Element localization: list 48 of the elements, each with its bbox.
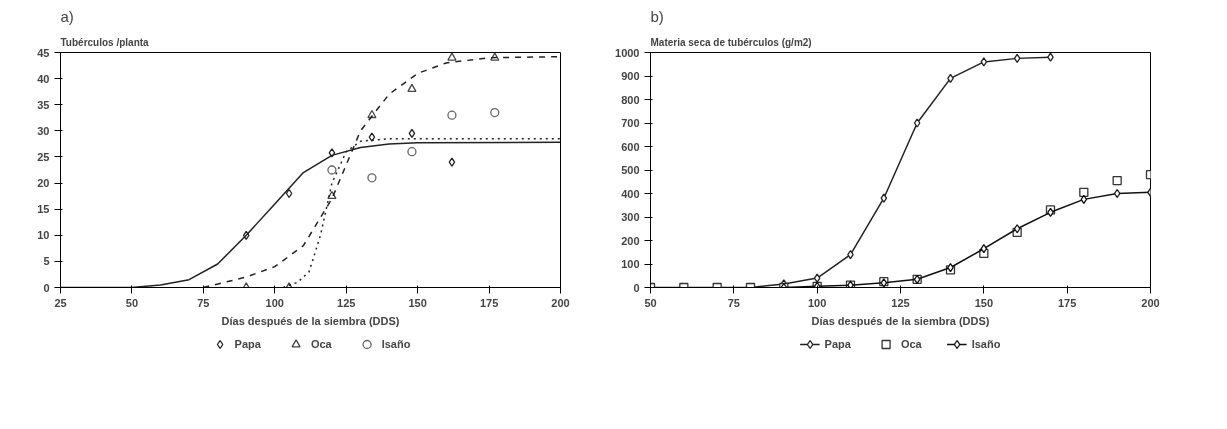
y-tick-label: 45 xyxy=(37,46,50,59)
y-tick-label: 30 xyxy=(37,124,50,137)
legend-label: Isaño xyxy=(381,338,411,350)
y-tick-label: 40 xyxy=(37,72,50,85)
x-tick-label: 200 xyxy=(551,296,570,309)
chart-title: b) xyxy=(650,7,664,25)
y-tick-label: 900 xyxy=(621,70,640,82)
x-tick-label: 100 xyxy=(265,296,284,309)
x-tick-label: 50 xyxy=(125,296,139,309)
y-tick-label: 0 xyxy=(633,281,640,294)
y-axis-title: Tubérculos /planta xyxy=(60,36,150,48)
y-tick-label: 25 xyxy=(37,150,50,163)
legend-label: Papa xyxy=(234,338,261,350)
legend-label: Oca xyxy=(310,338,332,350)
y-tick-label: 500 xyxy=(621,164,640,176)
x-tick-label: 125 xyxy=(891,296,910,309)
x-tick-label: 75 xyxy=(727,296,740,309)
x-tick-label: 75 xyxy=(197,296,210,309)
legend-label: Oca xyxy=(900,338,922,350)
x-tick-label: 125 xyxy=(337,296,356,309)
y-tick-label: 300 xyxy=(621,211,640,223)
y-tick-label: 800 xyxy=(621,93,640,106)
x-tick-label: 175 xyxy=(479,296,499,309)
y-tick-label: 100 xyxy=(621,258,640,270)
y-tick-label: 200 xyxy=(621,234,640,247)
y-tick-label: 35 xyxy=(37,98,50,111)
x-tick-label: 200 xyxy=(1141,296,1160,309)
y-tick-label: 1000 xyxy=(615,46,640,59)
x-tick-label: 150 xyxy=(974,296,994,309)
x-tick-label: 150 xyxy=(408,296,427,309)
x-tick-label: 100 xyxy=(807,296,827,309)
chart-title: a) xyxy=(60,7,74,25)
y-tick-label: 5 xyxy=(43,255,50,268)
x-tick-label: 50 xyxy=(644,296,657,309)
y-tick-label: 600 xyxy=(621,140,640,153)
y-axis-title: Materia seca de tubérculos (g/m2) xyxy=(650,36,812,48)
x-tick-label: 25 xyxy=(54,296,67,309)
legend-label: Isaño xyxy=(971,338,1001,350)
y-tick-label: 700 xyxy=(621,117,640,129)
y-tick-label: 10 xyxy=(37,229,50,242)
y-tick-label: 400 xyxy=(621,187,640,200)
y-tick-label: 20 xyxy=(37,177,50,190)
x-axis-title: Días después de la siembra (DDS) xyxy=(811,314,990,327)
x-tick-label: 175 xyxy=(1057,296,1077,309)
y-tick-label: 0 xyxy=(43,281,50,294)
y-tick-label: 15 xyxy=(37,203,50,216)
x-axis-title: Días después de la siembra (DDS) xyxy=(221,314,400,327)
legend-label: Papa xyxy=(824,338,851,350)
